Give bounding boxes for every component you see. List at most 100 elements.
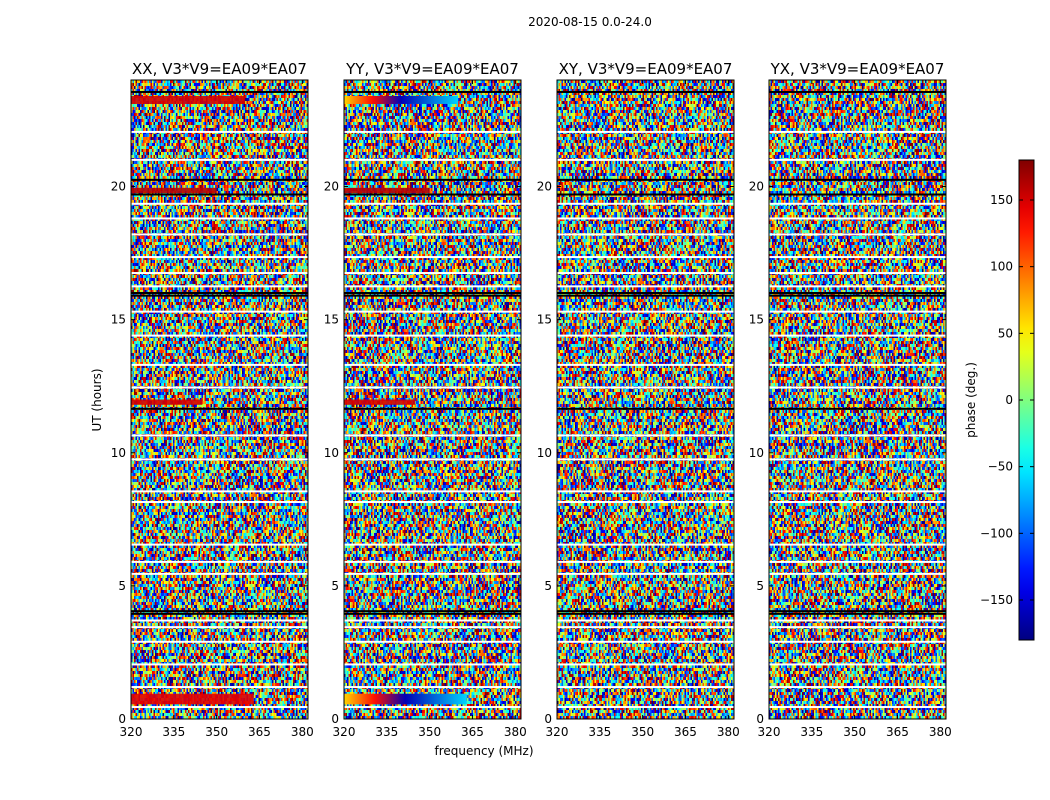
colorbar-tick-label: −100 [980,526,1013,540]
data-gap [769,434,946,437]
data-gap [344,285,521,288]
x-tick-label: 380 [504,725,527,739]
data-gap [557,640,734,643]
data-gap [344,310,521,313]
y-tick-label: 10 [111,446,126,460]
data-gap [769,458,946,461]
y-tick-label: 20 [749,180,764,194]
y-tick-label: 20 [111,180,126,194]
y-tick-label: 5 [544,579,552,593]
flagged-row [557,407,734,410]
y-tick-label: 15 [111,313,126,327]
data-gap [557,490,734,493]
flagged-row [769,178,946,181]
data-gap [131,490,308,493]
x-tick-label: 320 [333,725,356,739]
data-gap [131,363,308,366]
x-tick-label: 350 [205,725,228,739]
data-gap [769,663,946,666]
data-gap [557,363,734,366]
data-gap [557,334,734,337]
data-gap [557,386,734,389]
panel-frame [768,79,947,720]
data-gap [131,334,308,337]
data-gap [344,543,521,546]
x-tick-label: 335 [375,725,398,739]
flagged-row [131,407,308,410]
y-tick-label: 15 [749,313,764,327]
data-gap [131,686,308,689]
data-gap [131,663,308,666]
colorbar: 150 100 50 0 −50 −100 −150 [980,159,1035,641]
data-gap [769,158,946,161]
data-gap [344,572,521,575]
data-gap [131,158,308,161]
panel-1: XX, V3*V9=EA09*EA07 320 335 350 365 380 0 5 10 15… [111,60,314,739]
data-gap [131,626,308,629]
data-gap [557,458,734,461]
panel-title: XY, V3*V9=EA09*EA07 [559,60,733,78]
panels-group: XX, V3*V9=EA09*EA07 320 335 350 365 380 0 5 10 15… [111,60,952,739]
y-tick-label: 10 [537,446,552,460]
data-gap [769,256,946,259]
colorbar-tick-label: 50 [998,326,1013,340]
phase-band [131,187,217,194]
data-gap [769,233,946,236]
data-gap [131,310,308,313]
data-gap [344,560,521,563]
data-gap [131,434,308,437]
data-gap [769,543,946,546]
data-gap [557,706,734,709]
data-gap [344,640,521,643]
flagged-row [769,610,946,613]
flagged-row [769,292,946,294]
flagged-row [557,193,734,196]
data-gap [344,458,521,461]
data-gap [344,256,521,259]
data-gap [769,130,946,133]
data-gap [131,130,308,133]
phase-band [344,95,459,104]
flagged-row [344,193,521,196]
data-gap [344,158,521,161]
colorbar-tick-label: 0 [1005,393,1013,407]
flagged-row [131,612,308,615]
data-gap [131,233,308,236]
data-gap [769,285,946,288]
data-gap [131,640,308,643]
phase-noise-field [769,80,946,719]
flagged-row [344,90,521,93]
y-axis-label: UT (hours) [90,368,104,431]
flagged-row [557,178,734,181]
flagged-row [769,193,946,196]
data-gap [344,130,521,133]
colorbar-tick-label: 100 [990,260,1013,274]
data-gap [769,686,946,689]
data-gap [557,434,734,437]
flagged-row [344,612,521,615]
flagged-row [557,610,734,613]
data-gap [344,386,521,389]
flagged-row [769,294,946,297]
data-gap [344,233,521,236]
panel-title: YY, V3*V9=EA09*EA07 [345,60,519,78]
data-gap [131,543,308,546]
data-gap [131,458,308,461]
data-gap [557,285,734,288]
y-tick-label: 15 [537,313,552,327]
flagged-row [131,90,308,93]
x-tick-label: 380 [717,725,740,739]
flagged-row [769,612,946,615]
data-gap [557,686,734,689]
phase-band [131,399,203,405]
data-gap [769,640,946,643]
flagged-row [557,294,734,297]
data-gap [769,202,946,205]
data-gap [557,130,734,133]
data-gap [344,686,521,689]
x-tick-label: 320 [758,725,781,739]
flagged-row [131,610,308,613]
data-gap [131,272,308,275]
x-tick-label: 380 [929,725,952,739]
